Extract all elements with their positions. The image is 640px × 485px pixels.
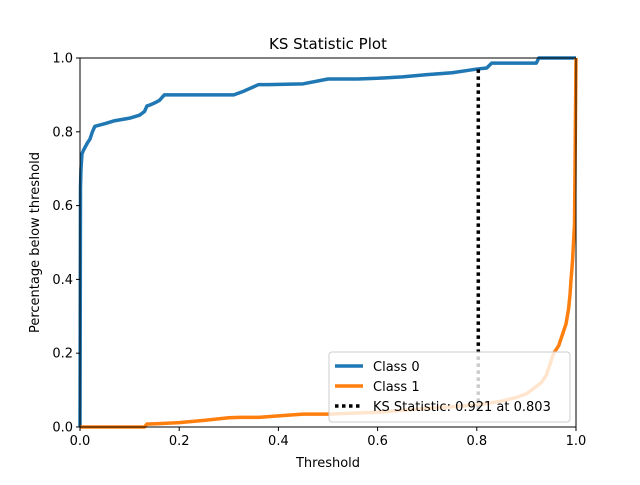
series-line-class-0 (78, 56, 576, 428)
y-tick-label: 1.0 (52, 52, 73, 67)
x-tick-label: 0.4 (268, 434, 289, 449)
legend-label-class-0: Class 0 (373, 360, 420, 375)
axes-frame (79, 57, 577, 428)
y-tick-label: 0.2 (52, 347, 73, 362)
y-axis-label: Percentage below threshold (28, 152, 43, 333)
legend: Class 0 Class 1 KS Statistic: 0.921 at 0… (328, 351, 571, 423)
x-axis-ticks: 0.0 0.2 0.4 0.6 0.8 1.0 (70, 427, 587, 449)
x-tick-label: 1.0 (566, 434, 587, 449)
y-tick-label: 0.8 (52, 125, 73, 140)
y-tick-label: 0.4 (52, 273, 73, 288)
x-tick-label: 0.8 (466, 434, 487, 449)
legend-label-ks: KS Statistic: 0.921 at 0.803 (373, 400, 551, 415)
legend-box (328, 351, 571, 423)
chart-title: KS Statistic Plot (269, 35, 387, 53)
x-tick-label: 0.6 (367, 434, 388, 449)
y-tick-label: 0.6 (52, 199, 73, 214)
y-axis-ticks: 0.0 0.2 0.4 0.6 0.8 1.0 (52, 52, 80, 436)
x-tick-label: 0.2 (169, 434, 190, 449)
y-tick-label: 0.0 (52, 421, 73, 436)
legend-label-class-1: Class 1 (373, 380, 420, 395)
x-axis-label: Threshold (295, 456, 360, 471)
x-tick-label: 0.0 (70, 434, 91, 449)
